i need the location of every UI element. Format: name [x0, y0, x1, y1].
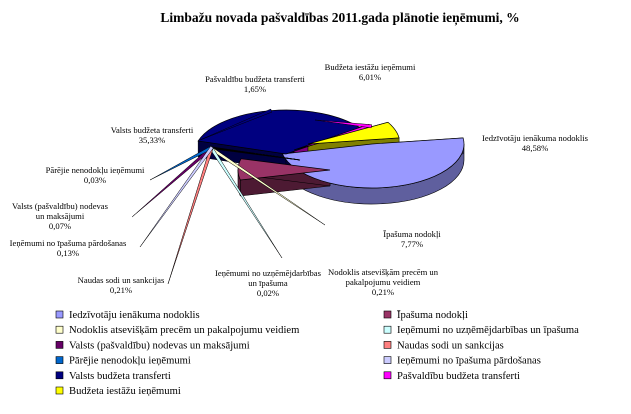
pie-slice-budzeta-iestazu-ienemumi [307, 121, 400, 145]
legend-swatch-ienemumi-no-ipasuma-pardosanas [383, 356, 392, 364]
leader-pasvaldibu-budzeta-transferti [314, 119, 372, 129]
slice-name-label: Pašvaldību budžeta transferti [205, 74, 305, 84]
slice-value-label: 0,21% [110, 285, 132, 295]
slice-name-label: Valsts budžeta transferti [111, 125, 194, 135]
slice-name-label: Pārējie nenodokļu ieņēmumi [46, 165, 145, 176]
slice-name-label: pakalpojumu veidiem [346, 277, 421, 287]
slice-name-label: Naudas sodi un sankcijas [78, 275, 165, 285]
slice-value-label: 0,03% [84, 175, 106, 185]
slice-name-label: Īpašuma nodokļi [383, 229, 441, 240]
legend-swatch-naudas-sodi-un-sankcijas [383, 341, 392, 349]
slice-value-label: 0,13% [57, 248, 79, 258]
slice-name-label: Ieņēmumi no uzņēmējdarbības [215, 268, 322, 279]
leader-ienemumi-no-ipasuma-pardosanas [139, 145, 214, 248]
legend-label-iedzivotaju-ienakuma-nodoklis: Iedzīvotāju ienākuma nodoklis [69, 310, 200, 321]
legend-label-ipasuma-nodokli: Īpašuma nodokļi [397, 310, 468, 321]
slice-value-label: 35,33% [139, 135, 166, 145]
legend-label-valsts-budzeta-transferti: Valsts budžeta transferti [69, 371, 171, 382]
legend-label-ienemumi-no-ipasuma-pardosanas: Ieņēmumi no īpašuma pārdošanas [397, 356, 541, 367]
legend-label-pasvaldibu-budzeta-transferti: Pašvaldību budžeta transferti [397, 371, 520, 382]
legend-label-budzeta-iestazu-ienemumi: Budžeta iestāžu ieņēmumi [69, 386, 181, 397]
slice-name-label: Iedzīvotāju ienākuma nodoklis [482, 133, 589, 143]
leader-valsts-budzeta-transferti [199, 108, 273, 141]
legend-label-valsts-pasvaldibu-nodevas-un-maksajumi: Valsts (pašvaldību) nodevas un maksājumi [69, 340, 250, 351]
chart-title: Limbažu novada pašvaldības 2011.gada plā… [160, 10, 519, 26]
pie-tops [197, 109, 465, 189]
leader-lines [131, 108, 372, 285]
legend-label-parejie-nenodoklu-ienemumi: Pārējie nenodokļu ieņēmumi [69, 356, 191, 367]
slice-value-label: 0,21% [372, 287, 394, 297]
slice-value-label: 0,02% [257, 288, 279, 298]
legend-swatch-ienemumi-no-uznemejdarbibas-un-ipasuma [383, 325, 392, 334]
legend-label-ienemumi-no-uznemejdarbibas-un-ipasuma: Ieņēmumi no uzņēmējdarbības un īpašuma [397, 325, 579, 336]
slice-name-label: Nodoklis atsevišķām precēm un [328, 267, 439, 278]
legend: Iedzīvotāju ienākuma nodoklis Īpašuma nod… [55, 310, 579, 397]
slice-value-label: 6,01% [359, 72, 381, 82]
slice-name-label: Budžeta iestāžu ieņēmumi [325, 62, 416, 73]
legend-swatch-nodoklis-atseviskam-precem-un-pakalpojumu-veidiem [55, 325, 64, 334]
legend-label-naudas-sodi-un-sankcijas: Naudas sodi un sankcijas [397, 340, 504, 351]
slice-value-label: 0,07% [49, 221, 71, 231]
legend-swatch-parejie-nenodoklu-ienemumi [55, 356, 64, 364]
slice-value-label: 7,77% [401, 239, 423, 249]
slice-name-label: Valsts (pašvaldību) nodevas [12, 201, 109, 211]
legend-swatch-budzeta-iestazu-ienemumi [55, 386, 64, 395]
slice-value-label: 48,58% [522, 143, 549, 153]
slice-name-label: Ieņēmumi no īpašuma pārdošanas [10, 238, 127, 249]
legend-label-nodoklis-atseviskam-precem-un-pakalpojumu-veidiem: Nodoklis atsevišķām precēm un pakalpojum… [69, 325, 300, 336]
legend-swatch-iedzivotaju-ienakuma-nodoklis [55, 310, 64, 319]
legend-swatch-pasvaldibu-budzeta-transferti [383, 371, 392, 380]
slice-value-label: 1,65% [244, 84, 266, 94]
legend-swatch-valsts-budzeta-transferti [55, 371, 64, 380]
pie-slice-ipasuma-nodokli [237, 158, 331, 181]
slice-name-label: un maksājumi [36, 211, 85, 221]
slice-name-label: un īpašuma [248, 278, 288, 288]
legend-swatch-valsts-pasvaldibu-nodevas-un-maksajumi [55, 341, 64, 349]
legend-swatch-ipasuma-nodokli [383, 310, 392, 319]
